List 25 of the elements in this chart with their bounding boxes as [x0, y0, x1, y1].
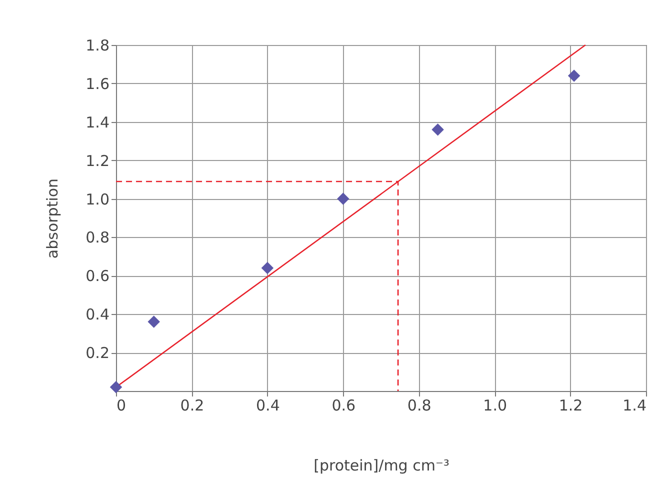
y-tick-label: 1.2 [86, 152, 110, 170]
x-tick-label: 0 [116, 396, 126, 414]
y-axis-title: absorption [44, 178, 62, 259]
point [261, 262, 274, 274]
y-tick-label: 0.8 [86, 228, 110, 247]
point [110, 381, 122, 394]
y-tick-label: 1.4 [86, 113, 110, 132]
x-tick-label: 1.0 [483, 396, 507, 414]
y-tick-label: 0.2 [86, 344, 110, 362]
y-tick-label: 1.0 [86, 190, 110, 208]
y-tick-label: 0.4 [86, 306, 110, 324]
x-axis-title: [protein]/mg cm⁻³ [314, 456, 450, 474]
x-tick-label: 0.8 [407, 396, 432, 414]
x-tick-label: 1.2 [558, 396, 583, 414]
x-tick-label: 0.4 [256, 396, 280, 414]
x-tick-label: 0.6 [332, 396, 356, 414]
point [337, 192, 350, 205]
y-tick-label: 0.6 [86, 267, 110, 286]
x-tick-label: 0.2 [180, 396, 204, 414]
y-tick-label: 1.6 [86, 74, 110, 93]
x-tick-label: 1.4 [622, 396, 646, 414]
point [148, 316, 160, 328]
y-tick-label: 1.8 [86, 36, 110, 54]
point [432, 123, 444, 136]
point [568, 70, 580, 82]
